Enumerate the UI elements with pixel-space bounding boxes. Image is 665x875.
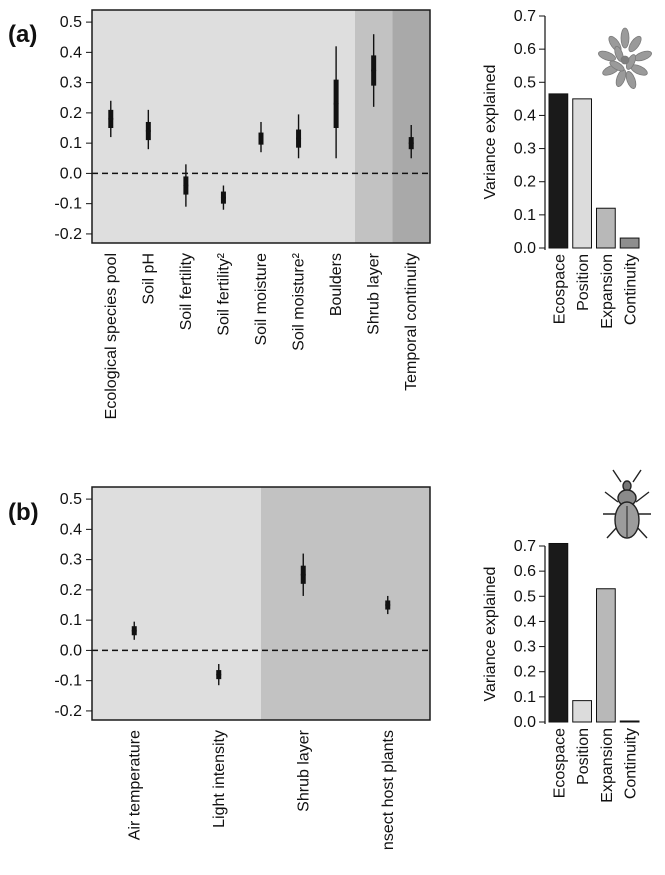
y-tick-label: 0.3 (60, 552, 82, 569)
coefficient-point (333, 101, 339, 107)
y-tick-label: 0.0 (60, 165, 82, 182)
y-tick-label: 0.0 (60, 642, 82, 659)
plant-icon (598, 27, 652, 89)
y-tick-label: 0.3 (514, 141, 536, 158)
category-label: Shrub layer (295, 729, 312, 811)
beetle-icon (603, 469, 651, 539)
y-tick-label: 0.5 (60, 491, 82, 508)
coefficient-point (296, 136, 302, 142)
coefficient-plot-b: 0.5 0.4 0.3 0.2 0.1 0.0 -0.1 -0.2 Air temperatur… (54, 486, 431, 850)
y-tick-label: 0.3 (514, 639, 536, 656)
y-tick-label: 0.4 (60, 521, 82, 538)
y-tick-label: -0.1 (54, 673, 82, 690)
y-tick-label: 0.6 (514, 41, 536, 58)
y-axis-label: Variance explained (482, 65, 499, 200)
category-label: Boulders (328, 253, 345, 316)
y-tick-label: 0.0 (514, 714, 536, 731)
category-label: Ecological species pool (103, 253, 120, 419)
coefficient-point (371, 68, 377, 74)
y-tick-label: 0.1 (60, 612, 82, 629)
coefficient-point (183, 183, 189, 189)
coefficient-point (145, 128, 151, 134)
category-label: Air temperature (126, 730, 143, 840)
plot-frame (91, 9, 431, 244)
y-tick-label: 0.5 (60, 14, 82, 31)
y-tick-label: 0.4 (514, 613, 536, 630)
variance-bar-chart-a: 0.7 0.6 0.5 0.4 0.3 0.2 0.1 0.0 Variance explain… (482, 8, 640, 329)
background-band-light (92, 487, 261, 720)
coefficient-point (385, 602, 391, 608)
variance-bar-chart-b: 0.7 0.6 0.5 0.4 0.3 0.2 0.1 0.0 Variance explain… (482, 538, 640, 803)
bar-ecospace (548, 542, 569, 723)
coefficient-plot-a: 0.5 0.4 0.3 0.2 0.1 0.0 -0.1 -0.2 Ecological spe… (54, 9, 431, 419)
y-tick-label: 0.2 (514, 174, 536, 191)
category-label: Soil pH (140, 253, 157, 305)
y-tick-label: 0.3 (60, 75, 82, 92)
bar-continuity (619, 237, 640, 249)
bar-category-label: Expansion (599, 254, 616, 329)
y-tick-label: 0.4 (514, 107, 536, 124)
y-tick-label: 0.0 (514, 240, 536, 257)
y-tick-label: 0.4 (60, 44, 82, 61)
y-tick-label: 0.7 (514, 8, 536, 25)
y-axis-label: Variance explained (482, 567, 499, 702)
bar-continuity (619, 720, 640, 723)
plot-frame (91, 486, 431, 721)
bar-expansion (596, 588, 616, 723)
y-tick-label: -0.2 (54, 226, 82, 243)
background-band-mid (261, 487, 430, 720)
coefficient-point (408, 140, 414, 146)
category-label: Soil fertility² (215, 252, 232, 335)
y-tick-label: 0.1 (60, 135, 82, 152)
y-tick-label: 0.5 (514, 74, 536, 91)
bar-category-label: Ecospace (551, 728, 568, 798)
coefficient-point (300, 572, 306, 578)
bar-category-label: Position (575, 254, 592, 311)
category-label: Soil fertility (178, 253, 195, 330)
category-label: Shrub layer (366, 252, 383, 334)
bar-category-label: Expansion (599, 728, 616, 803)
y-tick-label: 0.2 (514, 664, 536, 681)
y-tick-label: 0.1 (514, 207, 536, 224)
y-tick-label: 0.2 (60, 582, 82, 599)
panel-label-b: (b) (8, 499, 39, 526)
y-tick-label: 0.5 (514, 588, 536, 605)
panel-label-a: (a) (8, 21, 37, 48)
bar-expansion (596, 207, 616, 249)
category-label: nsect host plants (380, 730, 397, 850)
bar-ecospace (548, 93, 569, 249)
coefficient-point (131, 628, 137, 634)
category-label: Soil moisture (253, 253, 270, 346)
category-label: Light intensity (211, 730, 228, 828)
category-label: Soil moisture² (291, 252, 308, 350)
y-tick-label: 0.1 (514, 689, 536, 706)
bar-position (572, 98, 592, 249)
bar-category-label: Ecospace (551, 254, 568, 324)
bar-category-label: Continuity (623, 728, 640, 799)
coefficient-point (216, 672, 222, 678)
y-tick-label: 0.6 (514, 563, 536, 580)
bar-category-label: Continuity (623, 254, 640, 325)
y-tick-label: -0.1 (54, 196, 82, 213)
y-tick-label: -0.2 (54, 703, 82, 720)
bar-category-label: Position (575, 728, 592, 785)
y-tick-label: 0.2 (60, 105, 82, 122)
bar-position (572, 700, 592, 723)
coefficient-point (220, 195, 226, 201)
category-label: Temporal continuity (403, 253, 420, 391)
y-tick-label: 0.7 (514, 538, 536, 555)
coefficient-point (258, 136, 264, 142)
coefficient-point (108, 116, 114, 122)
